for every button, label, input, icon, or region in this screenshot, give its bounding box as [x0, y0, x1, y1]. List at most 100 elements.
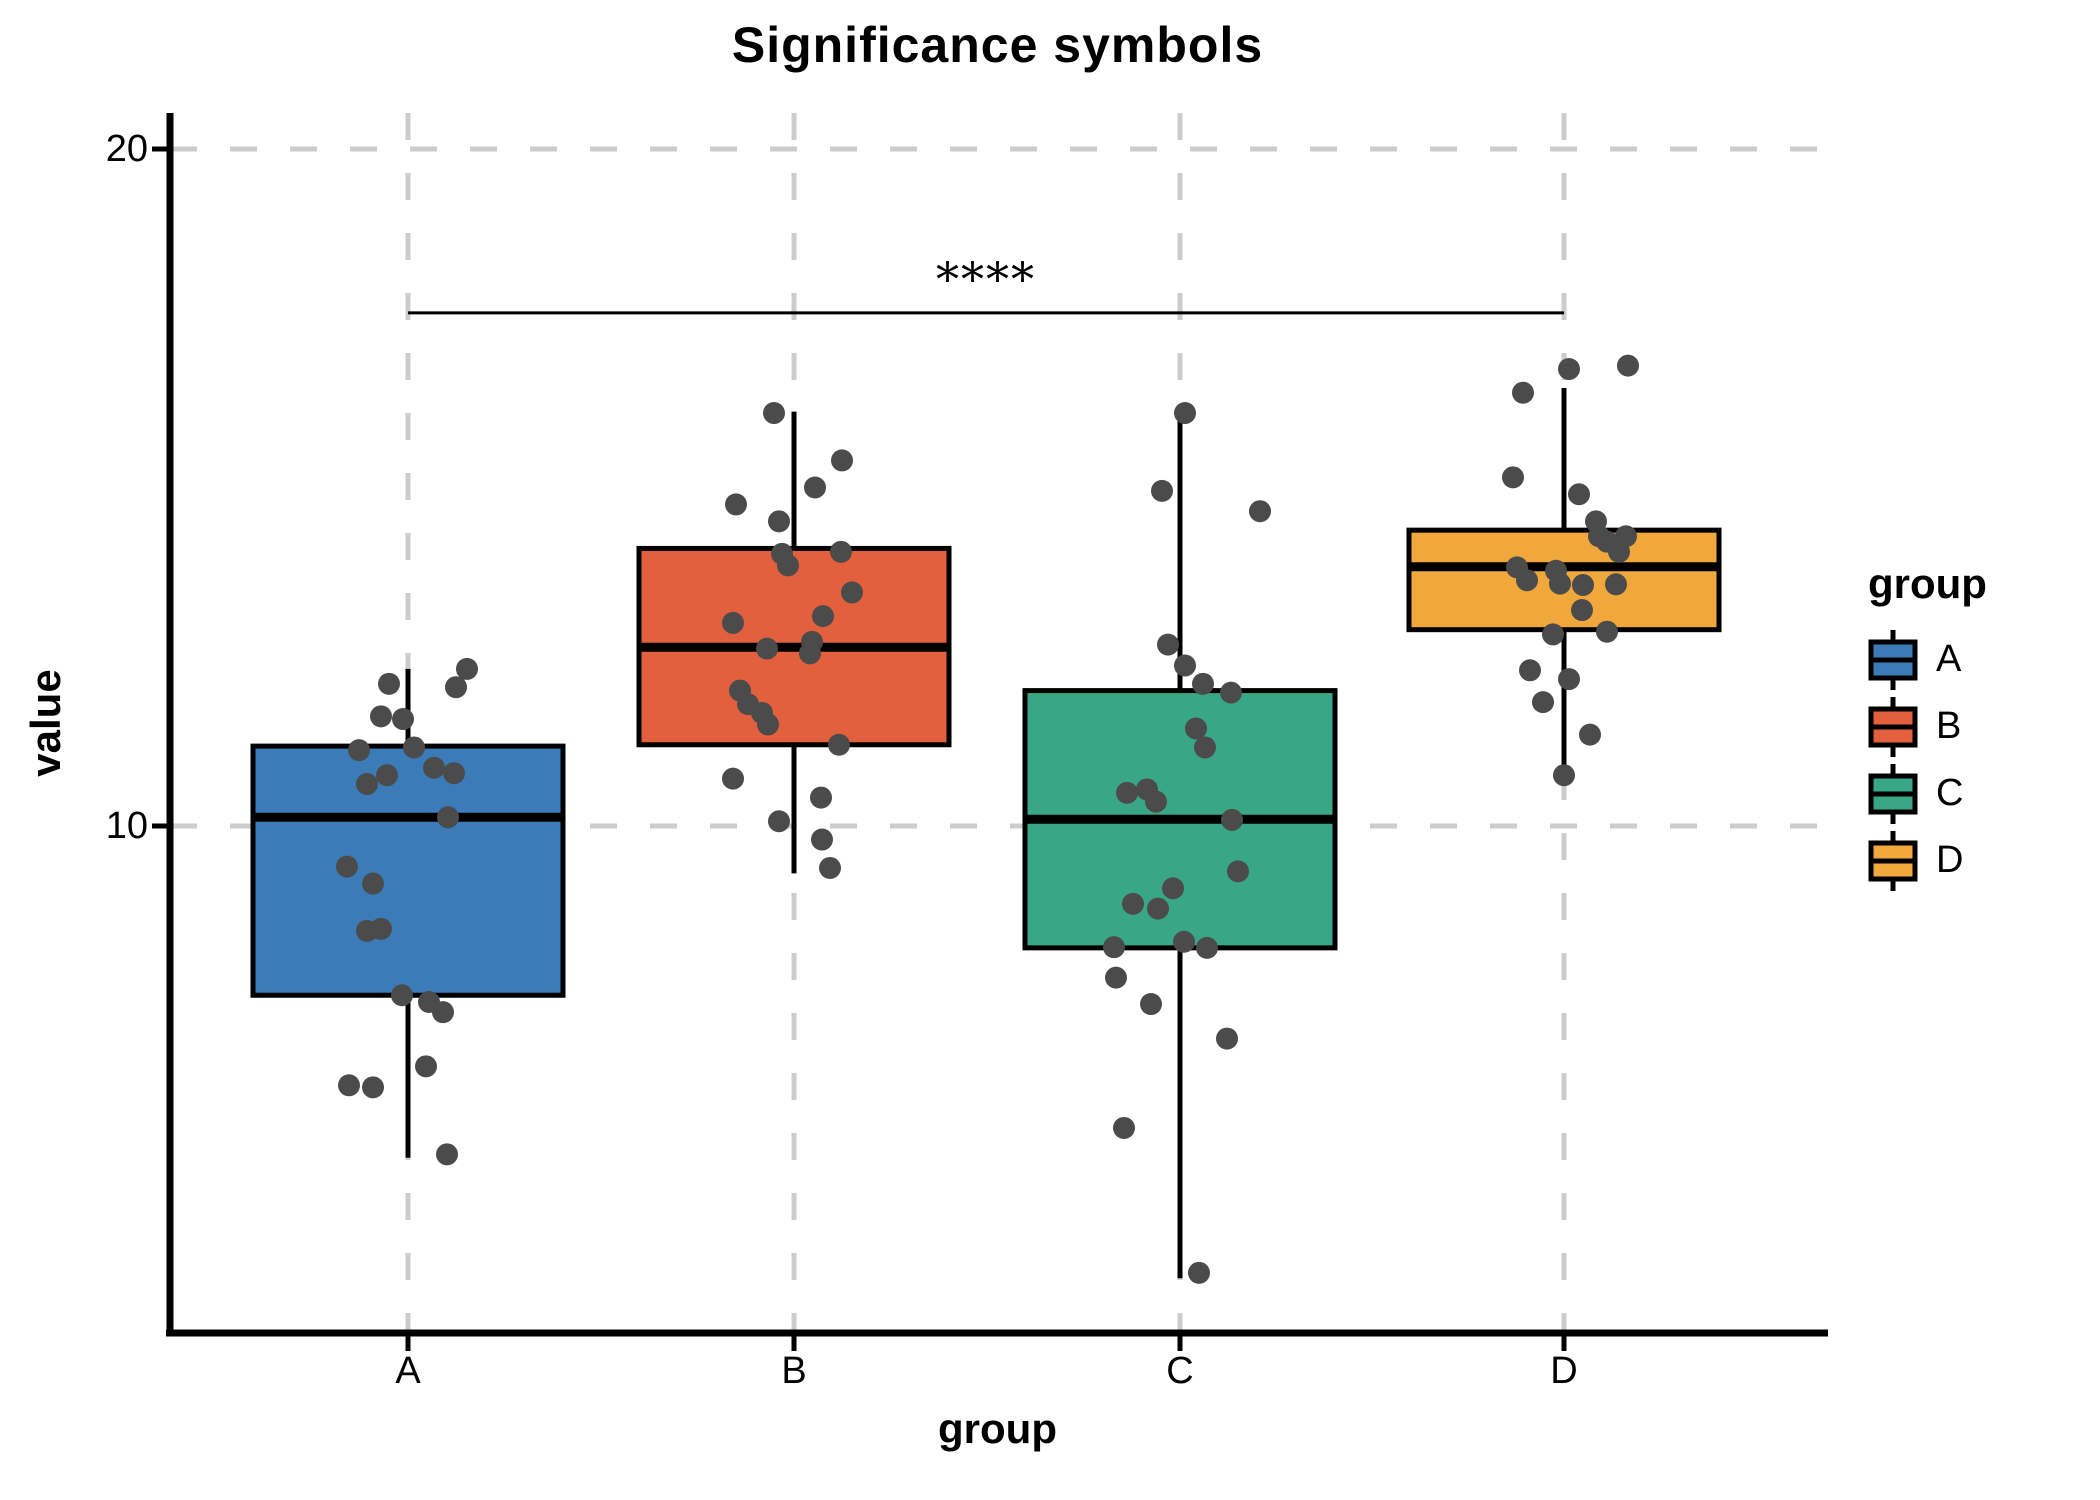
jitter-point-B	[768, 810, 790, 833]
jitter-point-B	[812, 605, 834, 628]
jitter-point-C	[1157, 633, 1179, 656]
jitter-point-B	[804, 476, 826, 499]
jitter-point-A	[376, 764, 398, 787]
x-tick-label-C: C	[1166, 1350, 1194, 1392]
jitter-point-B	[777, 554, 799, 577]
legend-item-D: D	[1868, 827, 1987, 894]
jitter-point-D	[1532, 691, 1554, 714]
jitter-point-C	[1194, 736, 1216, 759]
x-axis-title: group	[938, 1405, 1057, 1452]
jitter-point-C	[1174, 402, 1196, 425]
legend-label: A	[1936, 638, 1962, 680]
jitter-point-C	[1220, 681, 1242, 704]
jitter-point-C	[1192, 672, 1214, 695]
jitter-point-A	[403, 736, 425, 759]
jitter-point-D	[1558, 668, 1580, 691]
jitter-point-A	[436, 1143, 458, 1166]
jitter-point-C	[1221, 808, 1243, 831]
jitter-point-A	[362, 872, 384, 895]
jitter-point-A	[423, 756, 445, 779]
jitter-point-C	[1151, 479, 1173, 502]
jitter-point-D	[1553, 764, 1575, 787]
y-axis-title: value	[22, 669, 69, 777]
legend-label: B	[1936, 705, 1962, 747]
jitter-point-D	[1519, 659, 1541, 682]
jitter-point-A	[415, 1055, 437, 1078]
jitter-point-B	[831, 449, 853, 472]
legend-boxplot-icon	[1868, 763, 1918, 824]
jitter-point-B	[768, 510, 790, 533]
jitter-point-B	[757, 713, 779, 736]
jitter-point-A	[336, 855, 358, 878]
jitter-point-B	[810, 786, 832, 809]
jitter-point-D	[1617, 354, 1639, 377]
jitter-point-D	[1516, 569, 1538, 592]
jitter-point-C	[1216, 1027, 1238, 1050]
jitter-point-B	[828, 733, 850, 756]
jitter-point-A	[456, 657, 478, 680]
x-tick-label-D: D	[1550, 1350, 1578, 1392]
jitter-point-D	[1558, 358, 1580, 381]
jitter-point-B	[811, 828, 833, 851]
significance-label: ****	[936, 251, 1036, 306]
jitter-point-C	[1113, 1116, 1135, 1139]
jitter-point-C	[1162, 877, 1184, 900]
jitter-point-A	[392, 708, 414, 731]
box-A	[250, 743, 566, 998]
jitter-point-A	[437, 806, 459, 829]
jitter-point-D	[1605, 573, 1627, 596]
jitter-point-C	[1174, 654, 1196, 677]
jitter-point-A	[362, 1076, 384, 1099]
jitter-point-A	[370, 917, 392, 940]
jitter-point-D	[1512, 381, 1534, 404]
jitter-point-C	[1145, 790, 1167, 813]
jitter-point-D	[1596, 620, 1618, 643]
legend-label: C	[1936, 772, 1964, 814]
jitter-point-A	[348, 739, 370, 762]
jitter-point-B	[725, 493, 747, 516]
jitter-point-A	[378, 672, 400, 695]
jitter-point-A	[370, 705, 392, 728]
chart-title: Significance symbols	[731, 17, 1264, 73]
y-tick-label-10: 10	[105, 805, 148, 847]
jitter-point-D	[1549, 572, 1571, 595]
jitter-point-C	[1185, 717, 1207, 740]
y-tick-label-20: 20	[105, 128, 148, 170]
jitter-point-D	[1608, 540, 1630, 563]
jitter-point-C	[1188, 1261, 1210, 1284]
jitter-point-B	[722, 611, 744, 634]
jitter-point-A	[356, 773, 378, 796]
jitter-point-C	[1147, 897, 1169, 920]
jitter-point-C	[1122, 892, 1144, 915]
jitter-point-D	[1572, 573, 1594, 596]
jitter-point-C	[1227, 860, 1249, 883]
jitter-point-A	[443, 762, 465, 785]
jitter-point-C	[1140, 993, 1162, 1016]
jitter-point-B	[799, 642, 821, 665]
jitter-point-D	[1568, 483, 1590, 506]
jitter-point-C	[1249, 500, 1271, 523]
jitter-point-C	[1116, 781, 1138, 804]
legend-title: group	[1868, 560, 1987, 607]
jitter-point-A	[445, 676, 467, 699]
legend-label: D	[1936, 839, 1964, 881]
jitter-point-B	[763, 402, 785, 425]
jitter-point-C	[1173, 930, 1195, 953]
legend-item-B: B	[1868, 693, 1987, 760]
legend-item-C: C	[1868, 760, 1987, 827]
jitter-point-A	[432, 1001, 454, 1024]
jitter-point-D	[1571, 599, 1593, 622]
jitter-point-A	[391, 984, 413, 1007]
legend-item-A: A	[1868, 626, 1987, 693]
jitter-point-B	[841, 581, 863, 604]
jitter-point-D	[1502, 466, 1524, 489]
jitter-point-C	[1196, 936, 1218, 959]
jitter-point-C	[1105, 966, 1127, 989]
legend-boxplot-icon	[1868, 830, 1918, 891]
x-tick-label-B: B	[781, 1350, 807, 1392]
jitter-point-B	[819, 856, 841, 879]
jitter-point-B	[756, 637, 778, 660]
